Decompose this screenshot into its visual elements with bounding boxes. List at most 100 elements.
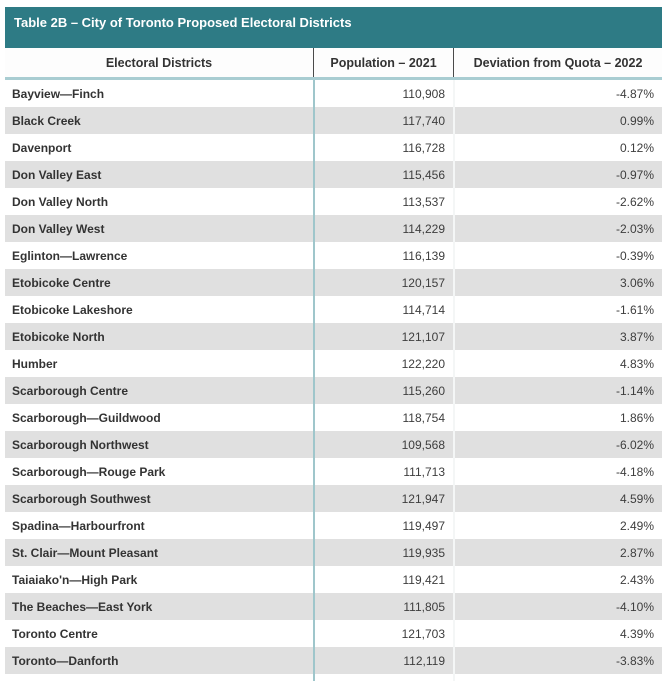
deviation-cell <box>453 674 662 681</box>
population-cell: 119,935 <box>313 539 453 566</box>
table-row: Don Valley North 113,537 -2.62% <box>5 188 662 215</box>
deviation-cell: 4.83% <box>453 350 662 377</box>
population-cell: 121,703 <box>313 620 453 647</box>
deviation-cell: -2.62% <box>453 188 662 215</box>
deviation-cell: 2.43% <box>453 566 662 593</box>
table-row: Eglinton—Lawrence 116,139 -0.39% <box>5 242 662 269</box>
table-row: Don Valley East 115,456 -0.97% <box>5 161 662 188</box>
population-cell: 119,421 <box>313 566 453 593</box>
column-header-deviation-from-quota-2022: Deviation from Quota – 2022 <box>453 48 662 77</box>
population-cell: 110,908 <box>313 80 453 107</box>
population-cell: 120,157 <box>313 269 453 296</box>
population-cell: 115,456 <box>313 161 453 188</box>
district-name-cell: Etobicoke Centre <box>12 275 111 290</box>
population-cell: 114,714 <box>313 296 453 323</box>
header-separator-line <box>5 77 662 80</box>
column-header-population-2021: Population – 2021 <box>313 48 453 77</box>
population-cell: 109,568 <box>313 431 453 458</box>
deviation-cell: 3.06% <box>453 269 662 296</box>
population-cell: 121,107 <box>313 323 453 350</box>
column-header-electoral-districts: Electoral Districts <box>105 55 213 70</box>
table-row: Etobicoke Centre 120,157 3.06% <box>5 269 662 296</box>
table-row: Spadina—Harbourfront 119,497 2.49% <box>5 512 662 539</box>
population-cell: 117,740 <box>313 107 453 134</box>
district-name-cell: Davenport <box>12 140 72 155</box>
population-cell: 112,119 <box>313 647 453 674</box>
deviation-cell: -2.03% <box>453 215 662 242</box>
table-row: Don Valley West 114,229 -2.03% <box>5 215 662 242</box>
table-row: Scarborough—Rouge Park 111,713 -4.18% <box>5 458 662 485</box>
district-name-cell: Toronto Centre <box>12 626 98 641</box>
population-cell <box>313 674 453 681</box>
district-name-cell: St. Clair—Mount Pleasant <box>12 545 159 560</box>
population-cell: 116,139 <box>313 242 453 269</box>
district-name-cell: Don Valley East <box>12 167 102 182</box>
population-cell: 114,229 <box>313 215 453 242</box>
table-header-row: Electoral Districts Population – 2021 De… <box>5 48 662 77</box>
population-cell: 116,728 <box>313 134 453 161</box>
table-row: Black Creek 117,740 0.99% <box>5 107 662 134</box>
table-body: Bayview—Finch 110,908 -4.87% Black Creek 117… <box>5 80 662 674</box>
population-cell: 118,754 <box>313 404 453 431</box>
table-row: Etobicoke Lakeshore 114,714 -1.61% <box>5 296 662 323</box>
district-name-cell: Humber <box>12 356 58 371</box>
deviation-cell: -4.10% <box>453 593 662 620</box>
district-name-cell: Taiaiako'n—High Park <box>12 572 138 587</box>
table-row: The Beaches—East York 111,805 -4.10% <box>5 593 662 620</box>
district-name-cell: Scarborough Centre <box>12 383 129 398</box>
deviation-cell: -3.83% <box>453 647 662 674</box>
district-name-cell: Scarborough Southwest <box>12 491 151 506</box>
population-cell: 119,497 <box>313 512 453 539</box>
district-name-cell: Eglinton—Lawrence <box>12 248 128 263</box>
deviation-cell: 2.49% <box>453 512 662 539</box>
table-row: Taiaiako'n—High Park 119,421 2.43% <box>5 566 662 593</box>
deviation-cell: 0.99% <box>453 107 662 134</box>
district-name-cell: The Beaches—East York <box>12 599 153 614</box>
table-row: Scarborough Northwest 109,568 -6.02% <box>5 431 662 458</box>
deviation-cell: -4.87% <box>453 80 662 107</box>
deviation-cell: -0.39% <box>453 242 662 269</box>
population-cell: 122,220 <box>313 350 453 377</box>
district-name-cell: Scarborough Northwest <box>12 437 149 452</box>
district-name-cell: Etobicoke Lakeshore <box>12 302 133 317</box>
table-row: Bayview—Finch 110,908 -4.87% <box>5 80 662 107</box>
deviation-cell: -1.61% <box>453 296 662 323</box>
district-name-cell: Scarborough—Guildwood <box>12 410 161 425</box>
table-row: Humber 122,220 4.83% <box>5 350 662 377</box>
deviation-cell: -4.18% <box>453 458 662 485</box>
deviation-cell: 2.87% <box>453 539 662 566</box>
deviation-cell: -1.14% <box>453 377 662 404</box>
population-cell: 115,260 <box>313 377 453 404</box>
deviation-cell: 3.87% <box>453 323 662 350</box>
table-row: St. Clair—Mount Pleasant 119,935 2.87% <box>5 539 662 566</box>
table-row: Davenport 116,728 0.12% <box>5 134 662 161</box>
deviation-cell: 1.86% <box>453 404 662 431</box>
district-name-cell <box>5 674 313 681</box>
district-name-cell: Etobicoke North <box>12 329 105 344</box>
table-row: Toronto—Danforth 112,119 -3.83% <box>5 647 662 674</box>
district-name-cell: Spadina—Harbourfront <box>12 518 145 533</box>
deviation-cell: 4.39% <box>453 620 662 647</box>
district-name-cell: Toronto—Danforth <box>12 653 119 668</box>
district-name-cell: Bayview—Finch <box>12 86 105 101</box>
district-name-cell: Don Valley North <box>12 194 109 209</box>
deviation-cell: -6.02% <box>453 431 662 458</box>
population-cell: 111,713 <box>313 458 453 485</box>
deviation-cell: 4.59% <box>453 485 662 512</box>
table-row: Toronto Centre 121,703 4.39% <box>5 620 662 647</box>
population-cell: 113,537 <box>313 188 453 215</box>
table-row: Scarborough Southwest 121,947 4.59% <box>5 485 662 512</box>
table-row: Scarborough—Guildwood 118,754 1.86% <box>5 404 662 431</box>
deviation-cell: 0.12% <box>453 134 662 161</box>
district-name-cell: Black Creek <box>12 113 81 128</box>
deviation-cell: -0.97% <box>453 161 662 188</box>
table-row: Etobicoke North 121,107 3.87% <box>5 323 662 350</box>
electoral-districts-table: Table 2B – City of Toronto Proposed Elec… <box>5 7 662 681</box>
district-name-cell: Don Valley West <box>12 221 105 236</box>
population-cell: 111,805 <box>313 593 453 620</box>
district-name-cell: Scarborough—Rouge Park <box>12 464 166 479</box>
partial-next-row <box>5 674 662 681</box>
population-cell: 121,947 <box>313 485 453 512</box>
table-row: Scarborough Centre 115,260 -1.14% <box>5 377 662 404</box>
table-title: Table 2B – City of Toronto Proposed Elec… <box>5 7 662 48</box>
